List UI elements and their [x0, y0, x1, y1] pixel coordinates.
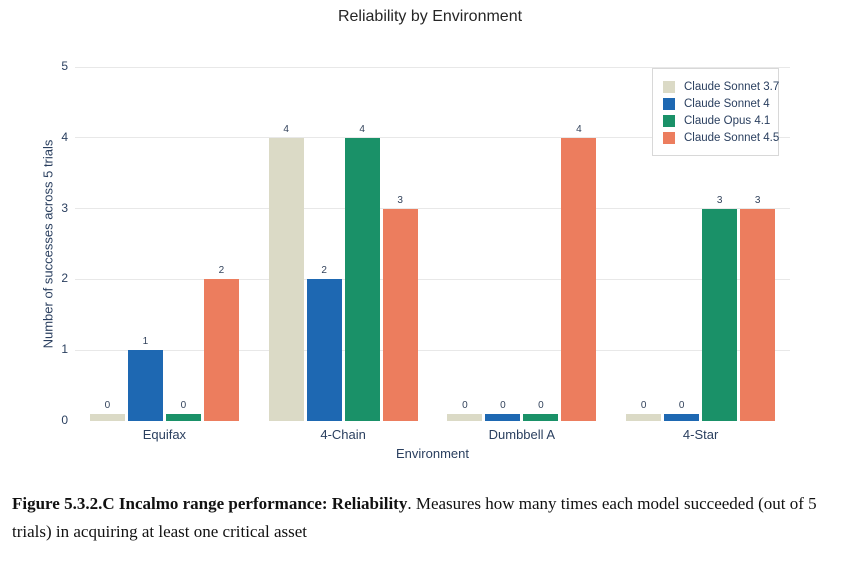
bar-wrap: 4 — [344, 123, 380, 421]
gridline — [75, 137, 790, 139]
gridline — [75, 278, 790, 280]
bar — [127, 350, 163, 421]
bar-wrap: 2 — [306, 265, 342, 421]
bar — [89, 414, 125, 421]
legend-item[interactable]: Claude Opus 4.1 — [663, 113, 770, 128]
legend-item-label: Claude Sonnet 4.5 — [684, 131, 780, 144]
x-tick-label: Equifax — [142, 427, 187, 442]
bar-value-label: 4 — [576, 123, 582, 135]
legend-swatch — [663, 97, 675, 110]
bar — [306, 279, 342, 421]
bar — [664, 414, 700, 421]
legend-item[interactable]: Claude Sonnet 4.5 — [663, 130, 779, 145]
bar-group: 0 0 0 4 Dumbbell A — [433, 67, 612, 442]
bar-wrap: 4 — [268, 123, 304, 421]
bar — [485, 414, 521, 421]
bar-value-label: 2 — [321, 265, 327, 277]
x-axis-title: Environment — [396, 446, 469, 461]
bar-wrap: 0 — [664, 400, 700, 421]
bar-wrap: 3 — [382, 194, 418, 421]
legend-swatch — [663, 131, 675, 144]
bar — [165, 414, 201, 421]
bar-value-label: 0 — [104, 400, 111, 411]
bar-value-label: 0 — [180, 400, 187, 411]
legend: Claude Sonnet 3.7 Claude Sonnet 4 Claude O… — [652, 68, 779, 156]
bar-wrap: 0 — [626, 400, 662, 421]
reliability-bar-chart: Reliability by Environment Number of suc… — [40, 8, 790, 461]
bar-wrap: 0 — [89, 400, 125, 421]
legend-item-label: Claude Opus 4.1 — [684, 114, 771, 127]
bar-value-label: 0 — [678, 400, 685, 411]
bar-wrap: 3 — [740, 194, 776, 421]
y-tick-label: 1 — [61, 342, 68, 357]
x-tick-label: 4-Chain — [320, 427, 366, 442]
legend-swatch — [663, 114, 675, 127]
bar-value-label: 4 — [283, 123, 289, 135]
x-tick-label: Dumbbell A — [488, 427, 556, 442]
bar-value-label: 3 — [397, 194, 403, 206]
y-tick-label: 3 — [61, 200, 68, 215]
y-tick-label: 5 — [61, 59, 68, 73]
bar-value-label: 0 — [500, 400, 506, 411]
bar-group: 4 2 4 3 4-Chain — [254, 67, 433, 442]
legend-item[interactable]: Claude Sonnet 4 — [663, 96, 770, 111]
bar — [344, 137, 380, 421]
bar-value-label: 0 — [640, 400, 647, 411]
bar-value-label: 2 — [218, 265, 225, 277]
figure-caption-bold: Figure 5.3.2.C Incalmo range performance… — [12, 494, 408, 513]
y-tick-label: 4 — [61, 129, 68, 144]
bar — [203, 279, 239, 421]
legend-swatch — [663, 80, 675, 93]
bar-value-label: 4 — [359, 123, 365, 135]
bar-wrap: 0 — [165, 400, 201, 421]
y-tick-label: 2 — [61, 271, 68, 286]
bar-value-label: 0 — [462, 400, 468, 411]
legend-item-label: Claude Sonnet 3.7 — [684, 80, 780, 93]
legend-item[interactable]: Claude Sonnet 3.7 — [663, 79, 779, 94]
x-tick-label: 4-Star — [682, 427, 719, 442]
chart-title: Reliability by Environment — [337, 8, 523, 25]
bar-wrap: 3 — [702, 194, 738, 421]
bar — [626, 414, 662, 421]
plot-area: 0 1 0 2 Equifax 4 2 4 3 4-Chain 0 0 0 4 Dumbbell A 0 0 3 3… — [75, 66, 790, 442]
bar-wrap: 0 — [447, 400, 483, 421]
bar-wrap: 4 — [561, 123, 597, 421]
bar-value-label: 1 — [142, 336, 149, 348]
bar — [740, 208, 776, 421]
bar-value-label: 3 — [716, 194, 723, 206]
legend-item-label: Claude Sonnet 4 — [684, 97, 770, 110]
gridline — [75, 349, 790, 351]
bar-wrap: 1 — [127, 336, 163, 421]
gridline — [75, 66, 790, 68]
bar-wrap: 2 — [203, 265, 239, 421]
y-tick-label: 0 — [61, 413, 68, 427]
bar — [523, 414, 559, 421]
figure-caption: Figure 5.3.2.C Incalmo range performance… — [12, 490, 850, 546]
bar — [268, 137, 304, 421]
bar — [447, 414, 483, 421]
bar — [382, 208, 418, 421]
bar-value-label: 0 — [538, 400, 544, 411]
bar-wrap: 0 — [523, 400, 559, 421]
bar-value-label: 3 — [754, 194, 761, 206]
bar — [702, 208, 738, 421]
y-axis-title: Number of successes across 5 trials — [40, 139, 56, 349]
bar-groups: 0 1 0 2 Equifax 4 2 4 3 4-Chain 0 0 0 4 Dumbbell A 0 0 3 3… — [75, 67, 790, 442]
bar — [561, 137, 597, 421]
figure-caption-rest: . Measures how many times each model suc… — [12, 494, 817, 541]
bar-group: 0 1 0 2 Equifax — [75, 67, 254, 442]
gridline — [75, 208, 790, 210]
bar-wrap: 0 — [485, 400, 521, 421]
bar-group: 0 0 3 3 4-Star — [611, 67, 790, 442]
